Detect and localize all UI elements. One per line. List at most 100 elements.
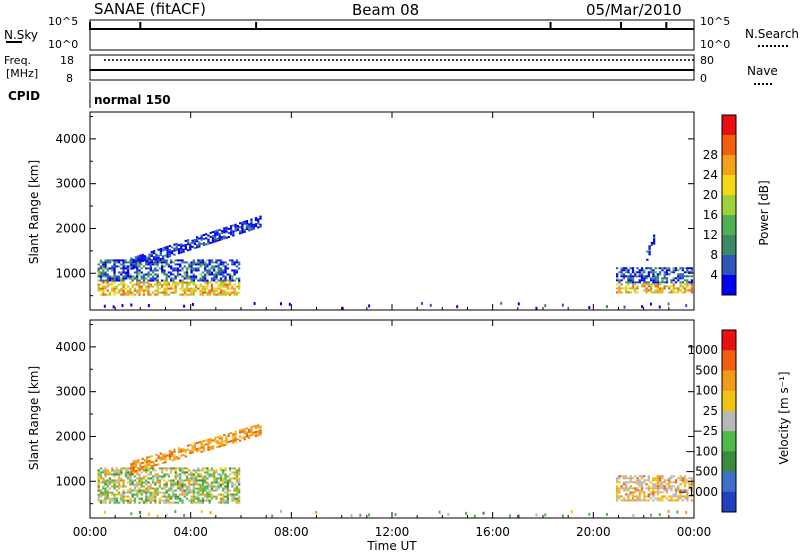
echo-cell: [226, 279, 229, 282]
echo-cell: [656, 491, 660, 494]
echo-cell: [190, 293, 193, 296]
echo-cell: [176, 473, 180, 476]
echo-cell: [647, 283, 650, 286]
echo-cell: [124, 275, 128, 278]
echo-cell: [652, 275, 655, 278]
echo-cell: [104, 259, 107, 262]
echo-cell: [185, 491, 189, 494]
echo-cell: [148, 459, 151, 462]
echo-cell: [620, 269, 623, 272]
echo-cell: [206, 285, 209, 288]
echo-cell: [214, 236, 217, 239]
echo-cell: [672, 283, 675, 286]
echo-cell: [146, 466, 149, 469]
echo-cell: [252, 225, 255, 228]
colorbar-segment: [722, 255, 736, 276]
echo-cell: [167, 495, 171, 498]
echo-cell: [625, 485, 628, 488]
echo-cell: [241, 223, 244, 226]
echo-cell: [136, 267, 139, 270]
echo-cell: [139, 466, 142, 469]
echo-cell: [201, 293, 205, 296]
echo-cell: [117, 477, 121, 480]
echo-cell: [674, 267, 678, 270]
echo-cell: [202, 440, 206, 443]
echo-cell: [210, 261, 214, 264]
echo-cell: [690, 275, 694, 278]
echo-cell: [185, 475, 189, 478]
echo-cell: [129, 489, 132, 492]
echo-cell: [690, 267, 694, 270]
echo-cell: [194, 263, 198, 266]
echo-cell: [622, 273, 626, 276]
echo-cell: [115, 489, 118, 492]
echo-cell: [219, 485, 223, 488]
echo-cell: [149, 293, 152, 296]
echo-cell: [149, 273, 152, 276]
echo-cell: [168, 253, 172, 256]
echo-cell: [686, 479, 689, 482]
echo-cell: [160, 469, 164, 472]
echo-cell: [179, 497, 182, 500]
echo-cell: [679, 477, 682, 480]
echo-cell: [670, 289, 673, 292]
echo-cell: [185, 485, 189, 488]
echo-cell: [201, 491, 205, 494]
echo-cell: [257, 220, 260, 223]
echo-cell: [631, 487, 635, 490]
freq-tick-bottom: 8: [66, 72, 73, 85]
echo-cell: [207, 438, 210, 441]
cpid-label: CPID: [8, 89, 40, 103]
echo-cell: [672, 499, 675, 502]
echo-cell: [649, 269, 653, 272]
echo-cell: [113, 481, 116, 484]
echo-cell: [147, 281, 150, 284]
echo-cell: [140, 489, 143, 492]
echo-cell: [652, 291, 655, 294]
echo-cell: [243, 438, 246, 441]
echo-cell: [106, 273, 109, 276]
echo-cell: [139, 254, 142, 257]
echo-cell: [204, 475, 207, 478]
echo-cell: [183, 287, 186, 290]
echo-cell: [509, 514, 512, 518]
echo-cell: [155, 253, 158, 256]
echo-cell: [163, 493, 166, 496]
echo-cell: [222, 489, 225, 492]
echo-cell: [166, 454, 169, 457]
echo-cell: [130, 263, 133, 266]
echo-cell: [156, 479, 159, 482]
echo-cell: [627, 269, 630, 272]
echo-cell: [99, 293, 103, 296]
echo-cell: [629, 479, 632, 482]
echo-cell: [208, 475, 211, 478]
echo-cell: [643, 491, 646, 494]
echo-cell: [139, 260, 142, 263]
echo-cell: [165, 483, 168, 486]
echo-cell: [192, 499, 195, 502]
echo-cell: [102, 279, 105, 282]
echo-cell: [104, 285, 107, 288]
echo-cell: [113, 287, 116, 290]
echo-cell: [136, 493, 139, 496]
echo-cell: [625, 285, 628, 288]
echo-cell: [679, 475, 682, 478]
x-tick-label: 08:00: [274, 525, 309, 539]
echo-cell: [163, 269, 166, 272]
echo-cell: [627, 489, 630, 492]
echo-cell: [189, 246, 192, 249]
echo-cell: [197, 497, 200, 500]
echo-cell: [231, 495, 234, 498]
echo-cell: [223, 229, 226, 232]
echo-cell: [165, 497, 168, 500]
echo-cell: [226, 267, 229, 270]
echo-cell: [168, 245, 172, 248]
echo-cell: [231, 269, 234, 272]
echo-cell: [683, 477, 687, 480]
echo-cell: [138, 289, 141, 292]
echo-cell: [668, 291, 671, 294]
echo-cell: [625, 481, 628, 484]
echo-cell: [631, 477, 635, 480]
echo-cell: [170, 287, 173, 290]
echo-cell: [198, 237, 201, 240]
